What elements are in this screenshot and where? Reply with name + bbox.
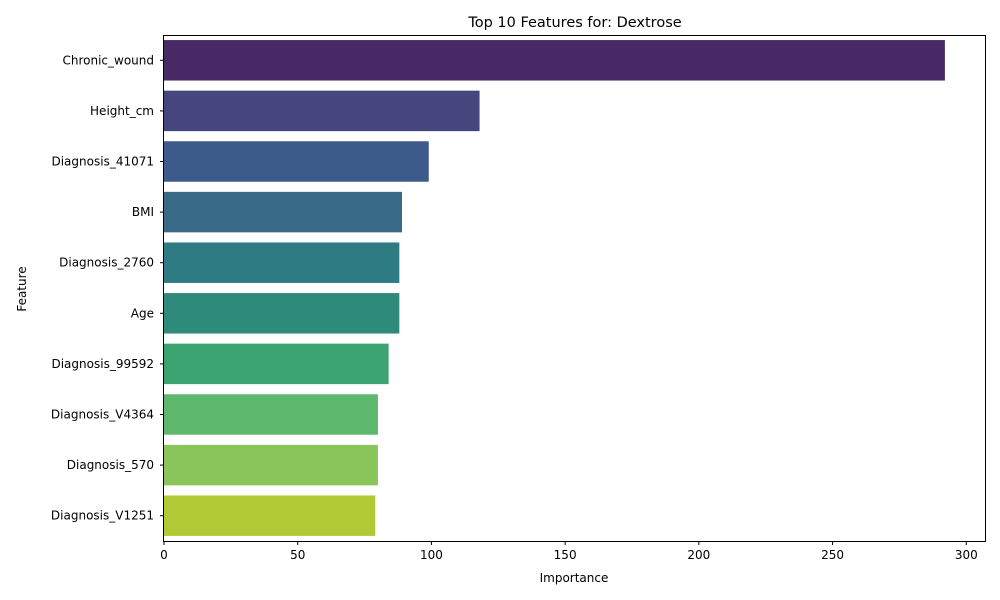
bar-chronic-wound: [164, 40, 945, 81]
x-tick-label: 0: [160, 548, 168, 562]
x-tick-label: 50: [290, 548, 305, 562]
chart-title: Top 10 Features for: Dextrose: [467, 15, 681, 31]
bar-diagnosis-v1251: [164, 495, 376, 536]
bars-group: [164, 40, 945, 536]
y-tick-label: BMI: [132, 205, 154, 219]
x-tick-label: 250: [821, 548, 844, 562]
y-tick-label: Diagnosis_41071: [51, 155, 154, 169]
y-axis-label: Feature: [15, 266, 29, 311]
bar-diagnosis-2760: [164, 242, 400, 283]
bar-diagnosis-v4364: [164, 394, 378, 435]
x-tick-label: 200: [687, 548, 710, 562]
y-tick-label: Diagnosis_99592: [51, 357, 154, 371]
bar-diagnosis-570: [164, 444, 378, 486]
x-tick-label: 100: [420, 548, 443, 562]
x-axis-label: Importance: [540, 571, 609, 585]
bar-bmi: [164, 191, 403, 233]
y-tick-label: Diagnosis_V4364: [51, 408, 154, 422]
y-tick-label: Diagnosis_570: [67, 458, 154, 472]
y-tick-label: Chronic_wound: [62, 53, 154, 67]
x-tick-label: 150: [554, 548, 577, 562]
y-tick-label: Diagnosis_2760: [59, 256, 154, 270]
bar-age: [164, 293, 400, 334]
y-tick-label: Height_cm: [90, 104, 154, 118]
y-axis-ticks: Chronic_wound Height_cm Diagnosis_41071 BMI…: [51, 53, 164, 523]
bar-height-cm: [164, 90, 480, 132]
bar-diagnosis-41071: [164, 141, 429, 182]
plot-area-frame: [163, 35, 986, 542]
x-tick-label: 300: [955, 548, 978, 562]
y-tick-label: Diagnosis_V1251: [51, 509, 154, 523]
x-axis-ticks: 0 50 100 150 200 250 300: [160, 541, 978, 562]
y-tick-label: Age: [131, 306, 154, 320]
bar-diagnosis-99592: [164, 343, 389, 385]
